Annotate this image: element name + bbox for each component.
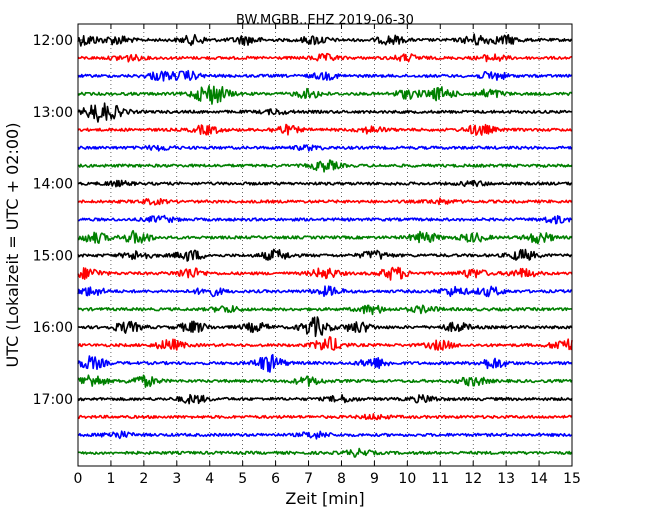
y-tick-label: 16:00 (33, 320, 73, 336)
seismic-trace (77, 316, 573, 338)
seismic-trace (77, 33, 573, 47)
x-tick-label: 10 (398, 471, 416, 487)
x-axis-label: Zeit [min] (285, 489, 364, 508)
seismic-trace (77, 336, 573, 351)
y-tick-label: 17:00 (33, 392, 73, 408)
seismic-trace (77, 159, 573, 173)
seismic-trace (77, 413, 573, 421)
seismic-trace (77, 430, 573, 440)
x-tick-label: 0 (74, 471, 83, 487)
x-tick-label: 6 (271, 471, 280, 487)
x-tick-label: 12 (464, 471, 482, 487)
y-tick-label: 12:00 (33, 33, 73, 49)
y-tick-label: 15:00 (33, 248, 73, 264)
x-tick-label: 13 (497, 471, 515, 487)
y-axis-label: UTC (Lokalzeit = UTC + 02:00) (3, 123, 22, 368)
seismic-trace (77, 229, 573, 245)
seismic-trace (77, 374, 573, 388)
x-tick-label: 7 (304, 471, 313, 487)
x-tick-label: 2 (139, 471, 148, 487)
seismic-trace (77, 123, 573, 136)
seismic-trace (77, 248, 573, 262)
y-axis: 12:00 13:00 14:00 15:00 16:00 17:00 (33, 33, 572, 408)
x-tick-label: 3 (172, 471, 181, 487)
x-tick-label: 4 (205, 471, 214, 487)
x-axis: 0 1 2 3 4 5 6 7 8 9 10 11 12 13 14 15 (74, 24, 581, 487)
x-tick-label: 14 (530, 471, 548, 487)
x-tick-label: 11 (431, 471, 449, 487)
seismic-trace (77, 85, 573, 105)
x-tick-label: 15 (563, 471, 581, 487)
x-tick-label: 8 (337, 471, 346, 487)
seismic-trace (77, 393, 573, 405)
x-tick-label: 5 (238, 471, 247, 487)
seismic-trace (77, 285, 573, 298)
seismic-trace (77, 353, 573, 373)
plot-frame (77, 23, 573, 467)
seismic-trace (77, 179, 573, 188)
chart-title: BW.MGBB..EHZ 2019-06-30 (236, 13, 414, 28)
seismic-traces (77, 33, 573, 458)
seismic-trace (77, 197, 573, 206)
x-tick-label: 9 (370, 471, 379, 487)
seismic-trace (77, 304, 573, 316)
y-tick-label: 14:00 (33, 177, 73, 193)
grid-lines (110, 24, 540, 466)
seismic-trace (77, 52, 573, 63)
seismic-trace (77, 102, 573, 123)
seismic-trace (77, 69, 573, 82)
seismic-trace (77, 266, 573, 281)
seismic-trace (77, 144, 573, 152)
seismic-trace (77, 447, 573, 458)
y-tick-label: 13:00 (33, 105, 73, 121)
x-tick-label: 1 (106, 471, 115, 487)
seismic-trace (77, 214, 573, 225)
